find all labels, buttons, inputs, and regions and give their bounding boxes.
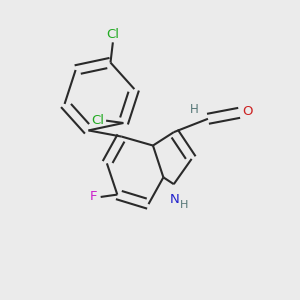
Text: N: N: [169, 193, 179, 206]
Text: H: H: [180, 200, 189, 210]
Text: H: H: [190, 103, 199, 116]
Text: Cl: Cl: [92, 114, 105, 127]
Text: Cl: Cl: [106, 28, 119, 41]
Text: F: F: [90, 190, 97, 203]
Text: O: O: [243, 105, 253, 118]
